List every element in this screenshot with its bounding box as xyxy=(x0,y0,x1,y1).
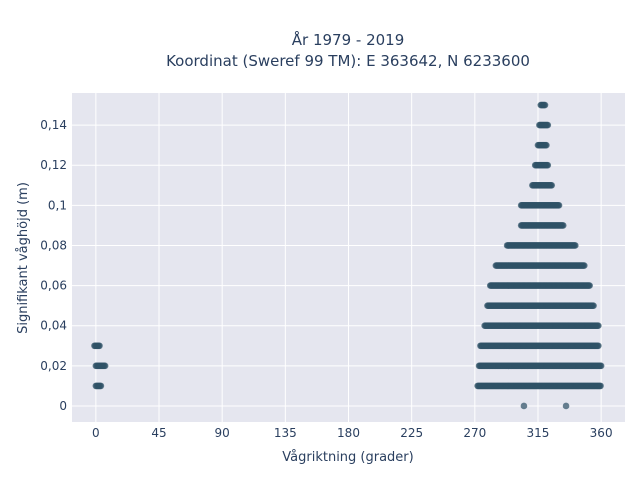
data-point xyxy=(597,382,604,390)
x-axis-title: Vågriktning (grader) xyxy=(282,450,413,465)
data-point xyxy=(544,161,552,169)
chart-title-line2: Koordinat (Sweref 99 TM): E 363642, N 62… xyxy=(166,52,530,70)
y-tick-label: 0,12 xyxy=(40,158,67,172)
data-point xyxy=(597,362,605,370)
x-tick-label: 270 xyxy=(463,426,486,440)
data-point xyxy=(541,101,549,109)
x-tick-label: 180 xyxy=(337,426,360,440)
x-tick-label: 315 xyxy=(527,426,550,440)
y-tick-label: 0,06 xyxy=(40,279,67,293)
data-point xyxy=(586,282,593,289)
data-point xyxy=(572,242,579,249)
data-point xyxy=(96,342,103,350)
y-tick-labels: 0 0,02 0,04 0,06 0,08 0,1 0,12 0,14 xyxy=(40,118,67,413)
data-point xyxy=(543,141,550,149)
data-point xyxy=(559,222,567,229)
y-tick-label: 0 xyxy=(59,399,67,413)
chart-title-line1: År 1979 - 2019 xyxy=(292,30,405,49)
data-point xyxy=(97,382,105,390)
x-tick-label: 360 xyxy=(590,426,613,440)
data-point xyxy=(555,202,563,209)
y-tick-label: 0,08 xyxy=(40,238,67,252)
y-tick-label: 0,1 xyxy=(48,198,67,212)
data-point xyxy=(595,342,602,350)
x-tick-label: 0 xyxy=(92,426,100,440)
x-tick-label: 45 xyxy=(151,426,166,440)
x-tick-label: 225 xyxy=(400,426,423,440)
x-tick-labels: 0 45 90 135 180 225 270 315 360 xyxy=(92,426,613,440)
data-point xyxy=(101,362,109,370)
data-points xyxy=(91,101,605,410)
y-axis-title: Signifikant våghöjd (m) xyxy=(16,182,31,334)
y-tick-label: 0,02 xyxy=(40,359,67,373)
x-tick-label: 135 xyxy=(274,426,297,440)
data-point xyxy=(580,262,588,269)
data-point xyxy=(544,121,552,129)
data-point xyxy=(520,402,528,410)
y-tick-label: 0,14 xyxy=(40,118,67,132)
y-tick-label: 0,04 xyxy=(40,319,67,333)
data-point xyxy=(590,302,597,309)
x-tick-label: 90 xyxy=(215,426,230,440)
data-point xyxy=(595,322,602,330)
data-point xyxy=(562,402,570,410)
data-point xyxy=(548,181,556,189)
